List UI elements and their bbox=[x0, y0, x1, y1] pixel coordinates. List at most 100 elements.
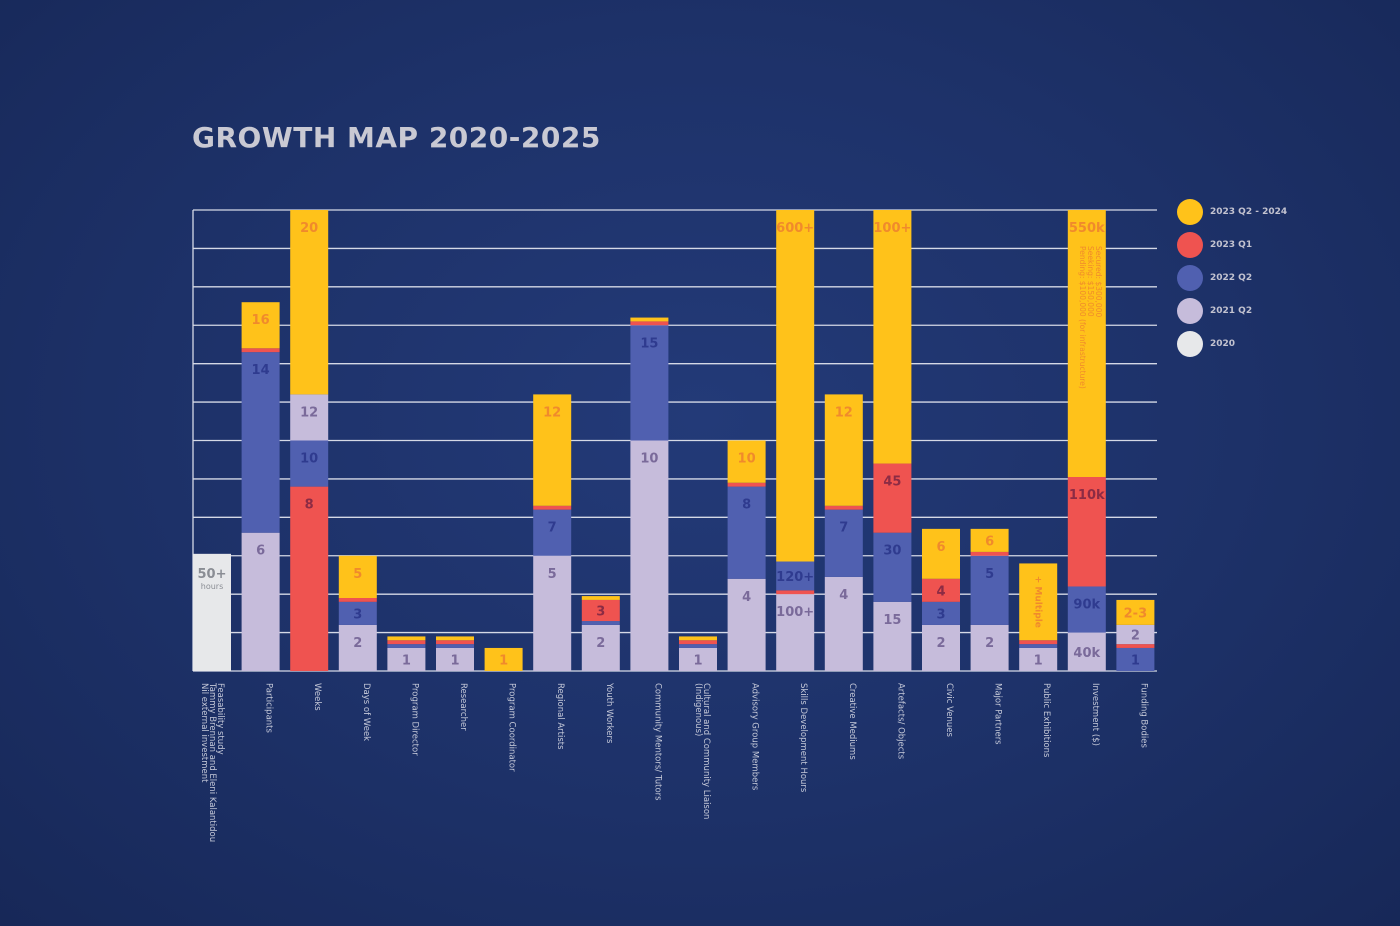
bar-segment bbox=[727, 440, 766, 483]
bar-value-label: 100+ bbox=[873, 221, 911, 236]
bar-segment bbox=[338, 624, 377, 671]
bar-value-label: 6 bbox=[256, 544, 265, 559]
bar-value-label: 90k bbox=[1073, 597, 1100, 612]
bar-segment bbox=[727, 486, 766, 579]
bar-segment bbox=[630, 325, 669, 441]
bar-segment bbox=[1019, 647, 1058, 671]
bar-segment bbox=[387, 647, 426, 671]
bar-segment bbox=[727, 578, 766, 671]
category-label: Nil external investment bbox=[199, 683, 209, 783]
bar-value-label: 40k bbox=[1073, 646, 1100, 661]
bar-value-label: 2-3 bbox=[1124, 606, 1148, 621]
bar-value-label: 1 bbox=[499, 653, 508, 668]
bar-segment bbox=[290, 440, 329, 487]
bar-segment bbox=[241, 302, 280, 349]
bar-segment bbox=[1116, 644, 1155, 648]
category-label: Artefacts/ Objects bbox=[895, 683, 905, 760]
bar-value-label: 10 bbox=[300, 452, 318, 467]
legend-swatch bbox=[1177, 199, 1203, 225]
category-label: Program Coordinator bbox=[507, 683, 517, 772]
bar-segment bbox=[436, 636, 474, 641]
bar-value-label: 2 bbox=[1131, 629, 1140, 644]
bar-segment bbox=[533, 555, 572, 671]
bar-segment bbox=[922, 578, 960, 602]
bar-value-label: 6 bbox=[985, 534, 994, 549]
legend-swatch bbox=[1177, 331, 1203, 357]
bar-segment bbox=[533, 394, 572, 506]
category-label: Advisory Group Members bbox=[750, 683, 760, 791]
category-label: Participants bbox=[264, 683, 274, 734]
bar-segment bbox=[727, 482, 766, 487]
bar-segment bbox=[922, 624, 960, 671]
bar-value-label: 7 bbox=[548, 521, 557, 536]
category-label: Creative Mediums bbox=[847, 683, 857, 760]
bar-segment bbox=[193, 553, 231, 671]
category-label: Feasability study bbox=[215, 683, 225, 755]
legend-label: 2023 Q2 - 2024 bbox=[1210, 207, 1288, 217]
bar-segment bbox=[970, 528, 1009, 552]
bar-segment bbox=[679, 640, 717, 645]
bar-value-label: 1 bbox=[1034, 653, 1043, 668]
bar-value-label: 100+ bbox=[776, 605, 814, 620]
bar-segment bbox=[290, 486, 329, 671]
bar-value-label: 3 bbox=[596, 604, 605, 619]
bar-segment bbox=[387, 644, 426, 648]
bar-value-label: 30 bbox=[883, 544, 901, 559]
bar-value-label: 16 bbox=[252, 313, 270, 328]
bar-value-label: 12 bbox=[543, 405, 561, 420]
bar-value-label: + Multiple bbox=[1033, 576, 1043, 628]
bar-segment bbox=[970, 551, 1009, 556]
category-label: Funding Bodies bbox=[1138, 683, 1148, 748]
bar-value-label: 600+ bbox=[776, 221, 814, 236]
legend-label: 2023 Q1 bbox=[1210, 240, 1253, 250]
legend-label: 2020 bbox=[1210, 339, 1236, 349]
bar-segment bbox=[1067, 476, 1106, 587]
bar-segment bbox=[970, 624, 1009, 671]
bar-value-label: 1 bbox=[402, 653, 411, 668]
category-label: Program Director bbox=[409, 683, 419, 756]
bar-segment bbox=[970, 555, 1009, 625]
bar-segment bbox=[1067, 632, 1106, 671]
bar-segment bbox=[1019, 640, 1058, 645]
bar-value-label: 12 bbox=[300, 405, 318, 420]
bar-segment bbox=[873, 463, 912, 533]
bar-segment bbox=[776, 590, 815, 595]
bar-segment bbox=[484, 647, 523, 671]
bar-value-label: 8 bbox=[742, 498, 751, 513]
bar-segment bbox=[824, 576, 863, 671]
bar-segment bbox=[873, 601, 912, 671]
bar-segment bbox=[630, 317, 669, 322]
category-label: Community Mentors/ Tutors bbox=[652, 683, 662, 801]
bar-value-label: 10 bbox=[640, 452, 658, 467]
bar-segment bbox=[581, 624, 620, 671]
bar-value-label: 7 bbox=[839, 521, 848, 536]
bar-value-label: 14 bbox=[252, 363, 270, 378]
bar-segment bbox=[1067, 586, 1106, 633]
bar-segment bbox=[1019, 644, 1058, 648]
legend-swatch bbox=[1177, 298, 1203, 324]
bar-segment bbox=[338, 601, 377, 625]
category-label: Researcher bbox=[458, 683, 468, 731]
bar-segment bbox=[630, 440, 669, 671]
category-label: Public Exhibitions bbox=[1041, 683, 1051, 758]
bar-segment bbox=[581, 621, 620, 625]
bar-segment bbox=[824, 509, 863, 577]
category-label: (Indigenous) bbox=[693, 683, 703, 736]
bar-segment bbox=[387, 636, 426, 641]
legend-label: 2022 Q2 bbox=[1210, 273, 1253, 283]
category-label: Civic Venues bbox=[944, 683, 954, 737]
bar-value-label: 8 bbox=[305, 498, 314, 513]
legend-swatch bbox=[1177, 232, 1203, 258]
category-label: Skills Development Hours bbox=[798, 683, 808, 793]
bar-value-label: 2 bbox=[936, 636, 945, 651]
bar-segment bbox=[533, 505, 572, 510]
bar-segment bbox=[1019, 563, 1058, 641]
bar-value-label: 1 bbox=[450, 653, 459, 668]
bar-value-label: 10 bbox=[738, 452, 756, 467]
bar-segment bbox=[581, 599, 620, 622]
bar-value-label: 550k bbox=[1069, 221, 1105, 236]
category-label: Youth Workers bbox=[604, 682, 614, 744]
bar-segment bbox=[873, 532, 912, 602]
bar-segment bbox=[581, 596, 620, 600]
